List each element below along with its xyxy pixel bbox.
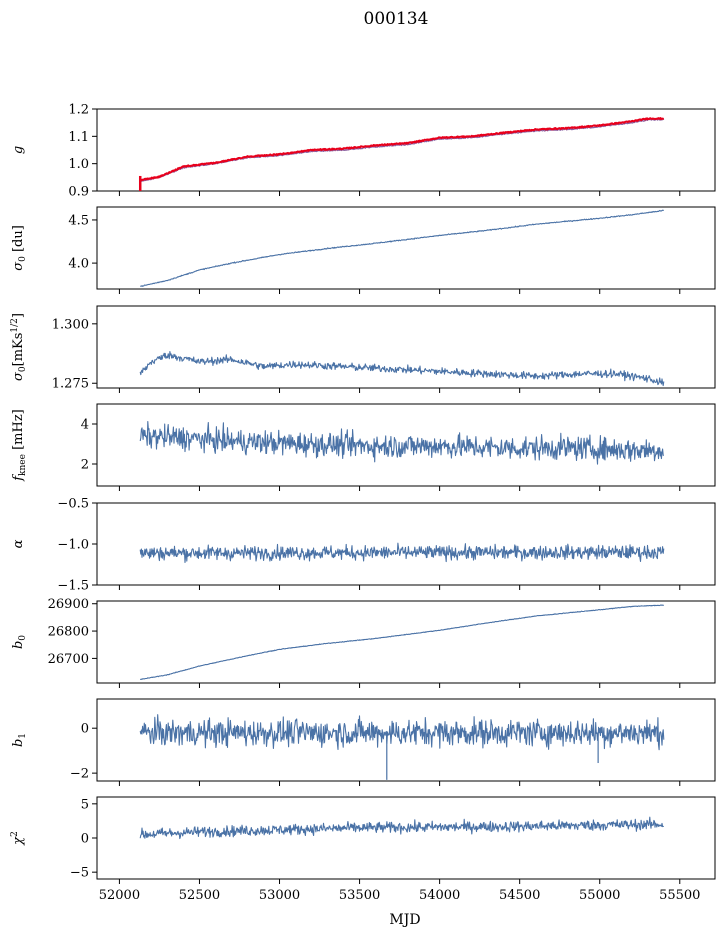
y-axis-label: b1: [11, 733, 28, 747]
axes-frame: [96, 698, 716, 782]
y-tick-label: −0.5: [57, 497, 89, 512]
y-axis-label: fknee [mHz]: [11, 409, 28, 482]
series-line-1: [139, 542, 665, 564]
series-line-2: [139, 117, 665, 182]
x-tick-label: 52500: [179, 888, 220, 903]
y-axis-label: b0: [11, 635, 28, 649]
y-tick-label: 26700: [48, 652, 89, 667]
y-tick-label: 1.300: [52, 317, 89, 332]
series-line-1: [139, 351, 665, 387]
axes-frame: [96, 206, 716, 290]
y-tick-label: 1.1: [68, 130, 89, 145]
y-tick-label: 26900: [48, 597, 89, 612]
y-tick-label: −5: [70, 866, 89, 881]
y-axis-label: χ2: [10, 831, 26, 846]
x-tick-label: 54500: [499, 888, 540, 903]
panel-4: 2 4 fknee [mHz]: [11, 403, 716, 491]
panel-1: 0.9 1.0 1.1 1.2 g: [11, 103, 716, 200]
y-tick-label: −1.0: [57, 538, 89, 553]
y-tick-label: 26800: [48, 625, 89, 640]
y-axis-label: σ0[mKs1/2]: [10, 313, 28, 381]
axes-frame: [96, 796, 716, 880]
y-tick-label: 4: [81, 418, 89, 433]
series-line-1: [140, 209, 664, 287]
x-axis-label: MJD: [389, 912, 420, 928]
y-axis-label: g: [11, 146, 26, 154]
x-tick-label: 55500: [659, 888, 700, 903]
series-line-1: [139, 714, 665, 751]
x-tick-label: 53000: [259, 888, 300, 903]
y-tick-label: 0: [81, 722, 89, 737]
panel-3: 1.275 1.300 σ0[mKs1/2]: [10, 305, 716, 393]
y-axis-label: α: [11, 539, 26, 548]
y-tick-label: 0: [81, 832, 89, 847]
panel-7: −2 0 b1: [11, 698, 716, 786]
axes-frame: [96, 502, 716, 586]
axes-frame: [96, 108, 716, 192]
x-tick-label: 54000: [419, 888, 460, 903]
y-tick-label: 1.2: [68, 103, 89, 118]
y-tick-label: 4.5: [68, 213, 89, 228]
y-axis-label: σ0 [du]: [11, 225, 28, 271]
y-tick-label: 1.0: [68, 157, 89, 172]
x-tick-label: 55000: [579, 888, 620, 903]
y-tick-label: 0.9: [68, 185, 89, 200]
panel-5: −1.5 −1.0 −0.5 α: [11, 497, 716, 594]
x-tick-label: 52000: [99, 888, 140, 903]
y-tick-label: 1.275: [52, 377, 89, 392]
panel-2: 4.0 4.5 σ0 [du]: [11, 206, 716, 294]
y-tick-label: 5: [81, 797, 89, 812]
y-tick-label: −1.5: [57, 579, 89, 594]
series-line-1: [140, 604, 664, 681]
y-tick-label: 4.0: [68, 257, 89, 272]
axes-frame: [96, 305, 716, 389]
y-tick-label: 2: [81, 458, 89, 473]
axes-frame: [96, 600, 716, 684]
x-tick-label: 53500: [339, 888, 380, 903]
panel-6: 26700 26800 26900 b0: [11, 597, 716, 688]
figure-title: 000134: [364, 9, 429, 29]
axes-frame: [96, 403, 716, 487]
y-tick-label: −2: [70, 767, 89, 782]
series-line-1: [139, 816, 664, 840]
panel-8: −5 0 5 52000 52500 53000 53500 54000 54500 55000 5…: [10, 796, 716, 903]
series-line-1: [139, 421, 664, 465]
series-line-1: [139, 118, 665, 182]
